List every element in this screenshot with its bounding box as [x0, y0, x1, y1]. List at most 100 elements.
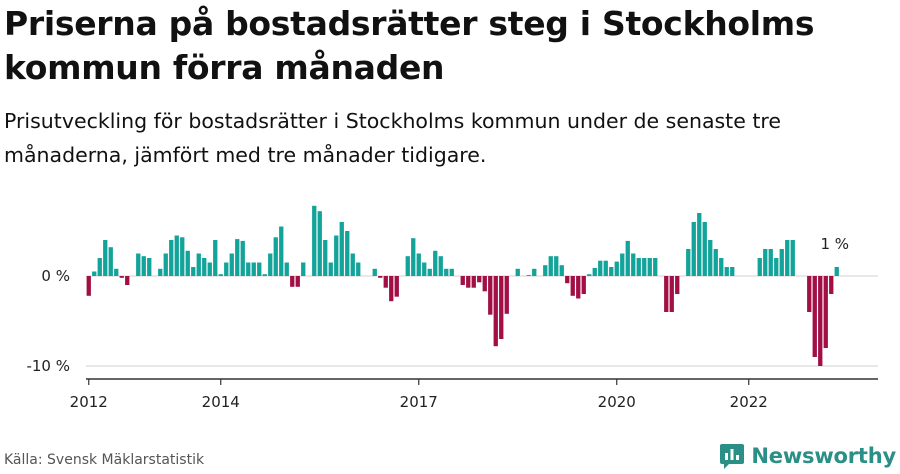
- bar: [103, 240, 108, 276]
- bar: [664, 276, 669, 312]
- bar: [532, 268, 537, 276]
- bar: [97, 258, 102, 276]
- bar: [372, 268, 377, 276]
- x-tick-label: 2022: [730, 393, 768, 411]
- bar: [92, 271, 97, 276]
- bar: [499, 276, 504, 339]
- bar: [433, 250, 438, 276]
- bar: [196, 253, 201, 276]
- bar: [317, 211, 322, 276]
- bar: [427, 268, 432, 276]
- bar: [449, 268, 454, 276]
- y-tick-label: 0 %: [41, 267, 70, 285]
- bar: [185, 250, 190, 276]
- bar: [482, 276, 487, 292]
- bar: [504, 276, 509, 314]
- bar: [224, 262, 229, 276]
- bar: [136, 253, 141, 276]
- bar: [350, 253, 355, 276]
- bar: [240, 240, 245, 276]
- bar: [213, 240, 218, 276]
- bar: [642, 258, 647, 276]
- bar: [636, 258, 641, 276]
- bar: [543, 265, 548, 276]
- bar: [818, 276, 823, 366]
- bar: [526, 275, 531, 276]
- bar: [675, 276, 680, 294]
- bar: [603, 260, 608, 276]
- bar: [383, 276, 388, 288]
- bar: [141, 256, 146, 276]
- bar: [114, 268, 119, 276]
- bar: [488, 276, 493, 315]
- bar: [207, 262, 212, 276]
- bar: [829, 276, 834, 294]
- bar: [334, 235, 339, 276]
- bar: [339, 222, 344, 276]
- bar: [466, 276, 471, 288]
- bar: [812, 276, 817, 357]
- bar: [273, 237, 278, 276]
- price-change-bar-chart: 0 % -10 %2012 2014 2017 2020 2022 1 %: [26, 205, 878, 411]
- bar: [724, 267, 729, 276]
- bar: [290, 276, 295, 287]
- x-tick-label: 2017: [400, 393, 438, 411]
- bar: [262, 274, 267, 276]
- bar: [691, 222, 696, 276]
- bar: [356, 262, 361, 276]
- bar: [697, 213, 702, 276]
- bar: [790, 240, 795, 276]
- bar: [548, 256, 553, 276]
- bar: [301, 262, 306, 276]
- bar: [565, 276, 570, 284]
- bar: [598, 260, 603, 276]
- page-title: Priserna på bostadsrätter steg i Stockho…: [4, 4, 815, 87]
- bar: [180, 237, 185, 276]
- bar: [702, 222, 707, 276]
- bar: [119, 276, 124, 278]
- bar: [246, 262, 251, 276]
- bar: [576, 276, 581, 299]
- bar: [686, 249, 691, 276]
- bar: [779, 249, 784, 276]
- bar: [257, 262, 262, 276]
- bar: [620, 253, 625, 276]
- bar: [823, 276, 828, 348]
- bar: [416, 253, 421, 276]
- bar: [389, 276, 394, 302]
- bar: [647, 258, 652, 276]
- bar: [614, 261, 619, 276]
- bar: [609, 267, 614, 276]
- page-subtitle: Prisutveckling för bostadsrätter i Stock…: [4, 109, 781, 167]
- bar: [394, 276, 399, 297]
- bar: [653, 258, 658, 276]
- bar: [774, 258, 779, 276]
- bar: [312, 205, 317, 276]
- bar: [163, 253, 168, 276]
- bar: [279, 226, 284, 276]
- bar: [191, 267, 196, 276]
- bar: [125, 276, 130, 285]
- bar: [405, 256, 410, 276]
- bar: [444, 268, 449, 276]
- bar: [147, 258, 152, 276]
- bar: [477, 276, 482, 283]
- bar: [411, 238, 416, 276]
- x-tick-label: 2012: [70, 393, 108, 411]
- bar: [229, 253, 234, 276]
- bar: [757, 258, 762, 276]
- brand-name: Newsworthy: [751, 444, 896, 468]
- bar: [218, 274, 223, 276]
- bar: [328, 262, 333, 276]
- bar: [438, 256, 443, 276]
- bar: [323, 240, 328, 276]
- bar: [493, 276, 498, 347]
- y-tick-label: -10 %: [26, 357, 70, 375]
- latest-value-annotation: 1 %: [820, 235, 849, 253]
- bar: [631, 253, 636, 276]
- bar: [378, 276, 383, 278]
- bar: [713, 249, 718, 276]
- bar: [268, 253, 273, 276]
- bar: [587, 274, 592, 276]
- bar: [471, 276, 476, 288]
